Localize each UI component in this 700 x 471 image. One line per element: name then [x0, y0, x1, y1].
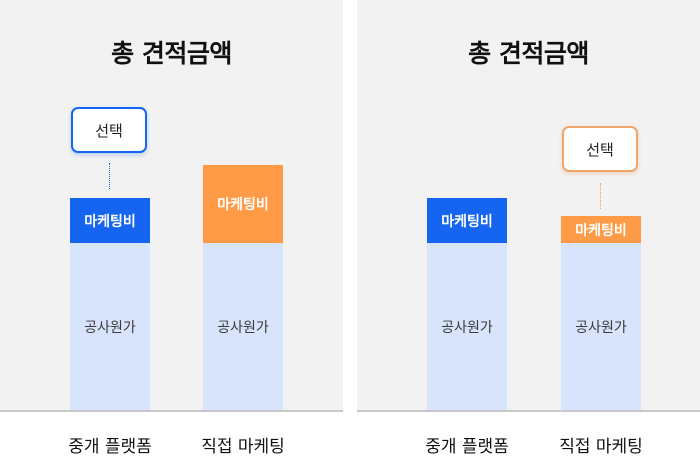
bar-direct-marketing: 마케팅비: [561, 216, 641, 243]
panel-title: 총 견적금액: [468, 39, 589, 68]
panel-background: [0, 0, 343, 411]
bar-direct-cost: 공사원가: [203, 243, 283, 410]
panel-title: 총 견적금액: [111, 39, 232, 68]
callout-connector: [600, 183, 601, 209]
callout-connector: [109, 163, 110, 189]
x-label-direct: 직접 마케팅: [201, 437, 285, 457]
selected-callout: 선택: [562, 126, 638, 172]
comparison-panel-right: 총 견적금액 선택 마케팅비 공사원가 마케팅비 공사원가 중개 플랫폼 직접 …: [357, 0, 700, 471]
selected-callout: 선택: [71, 107, 147, 153]
bar-direct-marketing: 마케팅비: [203, 165, 283, 243]
bar-platform-cost: 공사원가: [427, 243, 507, 410]
comparison-panel-left: 총 견적금액 선택 마케팅비 공사원가 마케팅비 공사원가 중개 플랫폼 직접 …: [0, 0, 343, 471]
bar-platform-marketing: 마케팅비: [427, 198, 507, 243]
x-label-direct: 직접 마케팅: [559, 437, 643, 457]
bar-platform-marketing: 마케팅비: [70, 198, 150, 243]
x-label-platform: 중개 플랫폼: [68, 437, 152, 457]
axis-baseline: [0, 410, 343, 412]
panel-background: [357, 0, 700, 411]
x-label-platform: 중개 플랫폼: [425, 437, 509, 457]
bar-direct-cost: 공사원가: [561, 243, 641, 410]
axis-baseline: [357, 410, 700, 412]
bar-platform-cost: 공사원가: [70, 243, 150, 410]
